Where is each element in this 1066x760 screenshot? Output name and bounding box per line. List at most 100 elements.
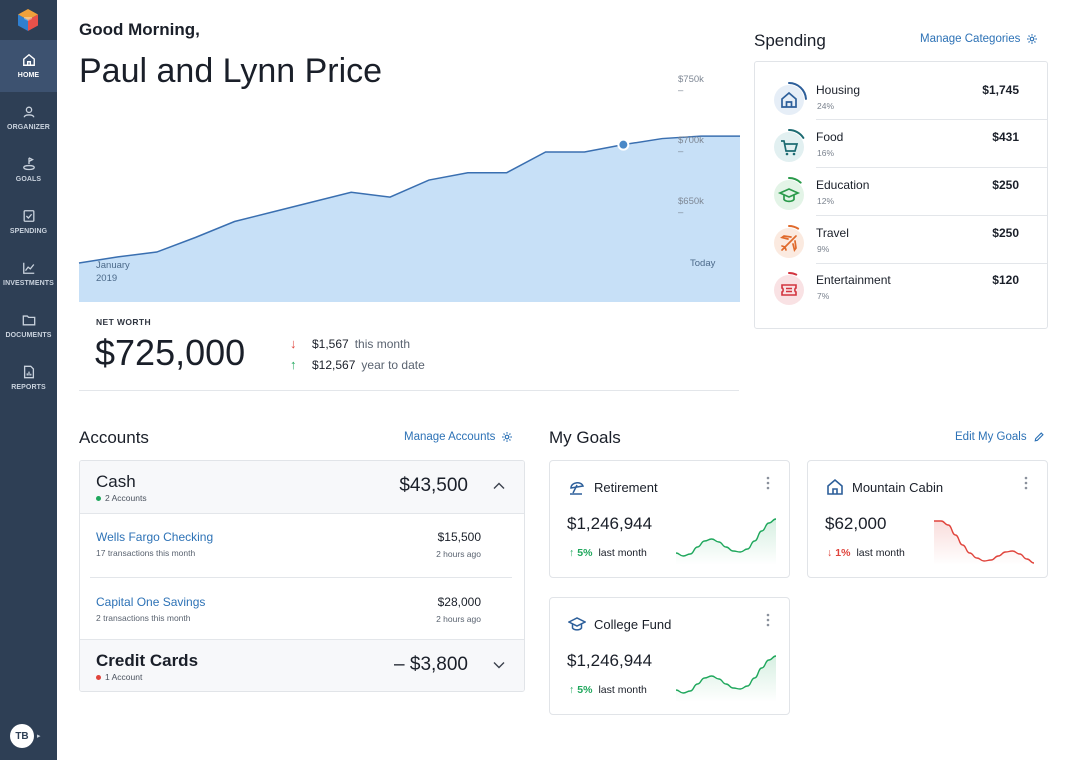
goal-change-percent: 5% [577,684,593,696]
spending-category-food[interactable]: Food 16% $431 [755,119,1047,167]
chevron-down-icon[interactable]: ▸ [37,733,41,740]
account-balance: $15,500 [437,530,481,544]
spending-category-entertainment[interactable]: Entertainment 7% $120 [755,262,1047,310]
gear-icon [502,432,513,442]
edit-goals-label: Edit My Goals [955,431,1027,443]
arrow-down-icon: ↓ [290,336,297,351]
report-icon [23,365,34,379]
accounts-card: Cash 2 Accounts $43,500 Wells Fargo Chec… [79,460,525,692]
chart-x-end-label: Today [690,258,716,269]
account-group-name: Cash [96,472,136,491]
house-icon [827,478,843,495]
goal-change: ↑ 5% last month [569,547,647,559]
category-percent: 7% [817,291,830,301]
spending-category-travel[interactable]: Travel 9% $250 [755,215,1047,263]
category-progress-ring [788,82,807,100]
account-count-label: 2 Accounts [105,493,147,503]
sidebar-item-label: ORGANIZER [7,124,50,131]
divider [816,215,1047,216]
goal-name: Retirement [594,480,658,495]
sidebar-item-reports[interactable]: REPORTS [0,352,57,404]
house-icon [774,82,807,115]
sparkline-fill [676,656,776,702]
sidebar-item-goals[interactable]: GOALS [0,144,57,196]
user-icon [23,106,34,118]
avatar[interactable]: TB [10,724,34,748]
plane-icon [774,225,804,258]
sidebar-item-investments[interactable]: INVESTMENTS [0,248,57,300]
category-name: Housing [816,83,861,97]
category-percent: 24% [817,101,835,111]
manage-accounts-link[interactable]: Manage Accounts [404,431,513,443]
goal-card-retirement[interactable]: Retirement $1,246,944 ↑ 5% last month [549,460,790,578]
category-percent: 12% [817,196,835,206]
chart-x-start-month: January [96,260,130,271]
month-change-value: $1,567 [312,336,349,351]
category-progress-ring [788,225,800,230]
more-vertical-icon[interactable] [1023,475,1029,491]
sidebar-item-organizer[interactable]: ORGANIZER [0,92,57,144]
ticket-icon [774,272,804,305]
status-dot [96,674,101,680]
net-worth-chart-svg [78,135,740,302]
manage-accounts-label: Manage Accounts [404,431,496,443]
sidebar-item-home[interactable]: HOME [0,40,57,92]
grad-cap-icon [568,617,586,631]
arrow-up-icon: ↑ [569,684,575,696]
account-group-name: Credit Cards [96,651,199,670]
category-progress-ring [788,177,802,184]
category-name: Travel [816,226,849,240]
sidebar-item-label: DOCUMENTS [5,332,52,339]
edit-goals-link[interactable]: Edit My Goals [955,431,1045,443]
manage-categories-label: Manage Categories [920,33,1021,45]
account-row[interactable]: Capital One Savings 2 transactions this … [80,578,524,642]
sidebar-item-label: REPORTS [11,384,46,391]
chart-line-icon [22,262,34,274]
spending-category-housing[interactable]: Housing 24% $1,745 [755,72,1047,120]
cart-icon [774,129,805,162]
accounts-title: Accounts [79,428,149,447]
account-row[interactable]: Wells Fargo Checking 17 transactions thi… [80,513,524,577]
goal-card-mountain-cabin[interactable]: Mountain Cabin $62,000 ↓ 1% last month [807,460,1048,578]
chevron-down-icon[interactable] [492,658,506,672]
account-name-link[interactable]: Wells Fargo Checking [96,530,214,544]
manage-categories-link[interactable]: Manage Categories [920,33,1038,45]
greeting: Good Morning, [79,20,200,39]
umbrella-icon [570,482,585,495]
logo-icon[interactable] [16,8,40,32]
goal-name: Mountain Cabin [852,480,944,495]
arrow-down-icon: ↓ [827,547,833,559]
grad-cap-icon [774,177,804,210]
arrow-up-icon: ↑ [569,547,575,559]
spending-category-education[interactable]: Education 12% $250 [755,167,1047,215]
account-group-cash[interactable]: Cash 2 Accounts $43,500 [80,461,524,513]
more-vertical-icon[interactable] [765,612,771,628]
goal-name: College Fund [594,617,672,632]
category-progress-ring [788,129,805,139]
category-name: Education [816,178,870,192]
more-vertical-icon[interactable] [765,475,771,491]
sparkline-line [675,655,777,694]
category-name: Entertainment [816,273,891,287]
goal-change-percent: 1% [835,547,851,559]
goal-card-college-fund[interactable]: College Fund $1,246,944 ↑ 5% last month [549,597,790,715]
account-group-credit-cards[interactable]: Credit Cards 1 Account – $3,800 [80,640,524,691]
account-name-link[interactable]: Capital One Savings [96,595,206,609]
net-worth-line [78,135,740,264]
sidebar-item-spending[interactable]: SPENDING [0,196,57,248]
divider [79,390,739,391]
goals-title: My Goals [549,428,621,447]
chevron-up-icon[interactable] [492,479,506,493]
goal-change-label: last month [856,547,905,559]
sidebar-item-label: GOALS [15,176,42,183]
sparkline-fill [934,521,1034,565]
category-amount: $250 [992,178,1019,192]
category-amount: $431 [992,130,1019,144]
gear-icon [1027,34,1038,44]
sparkline-fill [676,519,776,565]
divider [90,577,512,578]
divider [816,167,1047,168]
chart-highlight-point[interactable] [617,138,630,151]
sidebar-item-documents[interactable]: DOCUMENTS [0,300,57,352]
page-title: Paul and Lynn Price [79,52,383,90]
